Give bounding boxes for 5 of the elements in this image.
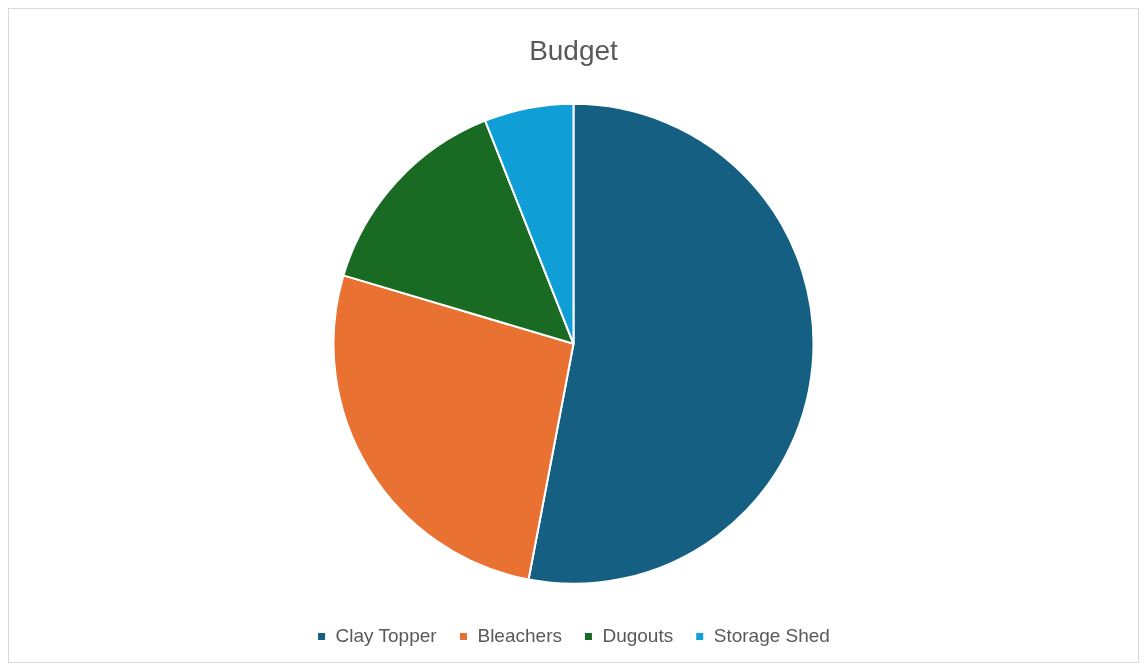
legend-label: Storage Shed <box>713 624 830 646</box>
legend-label: Bleachers <box>477 624 562 646</box>
legend-label: Dugouts <box>602 624 674 646</box>
legend-label: Clay Topper <box>335 624 438 646</box>
chart-title: Budget <box>529 34 619 66</box>
